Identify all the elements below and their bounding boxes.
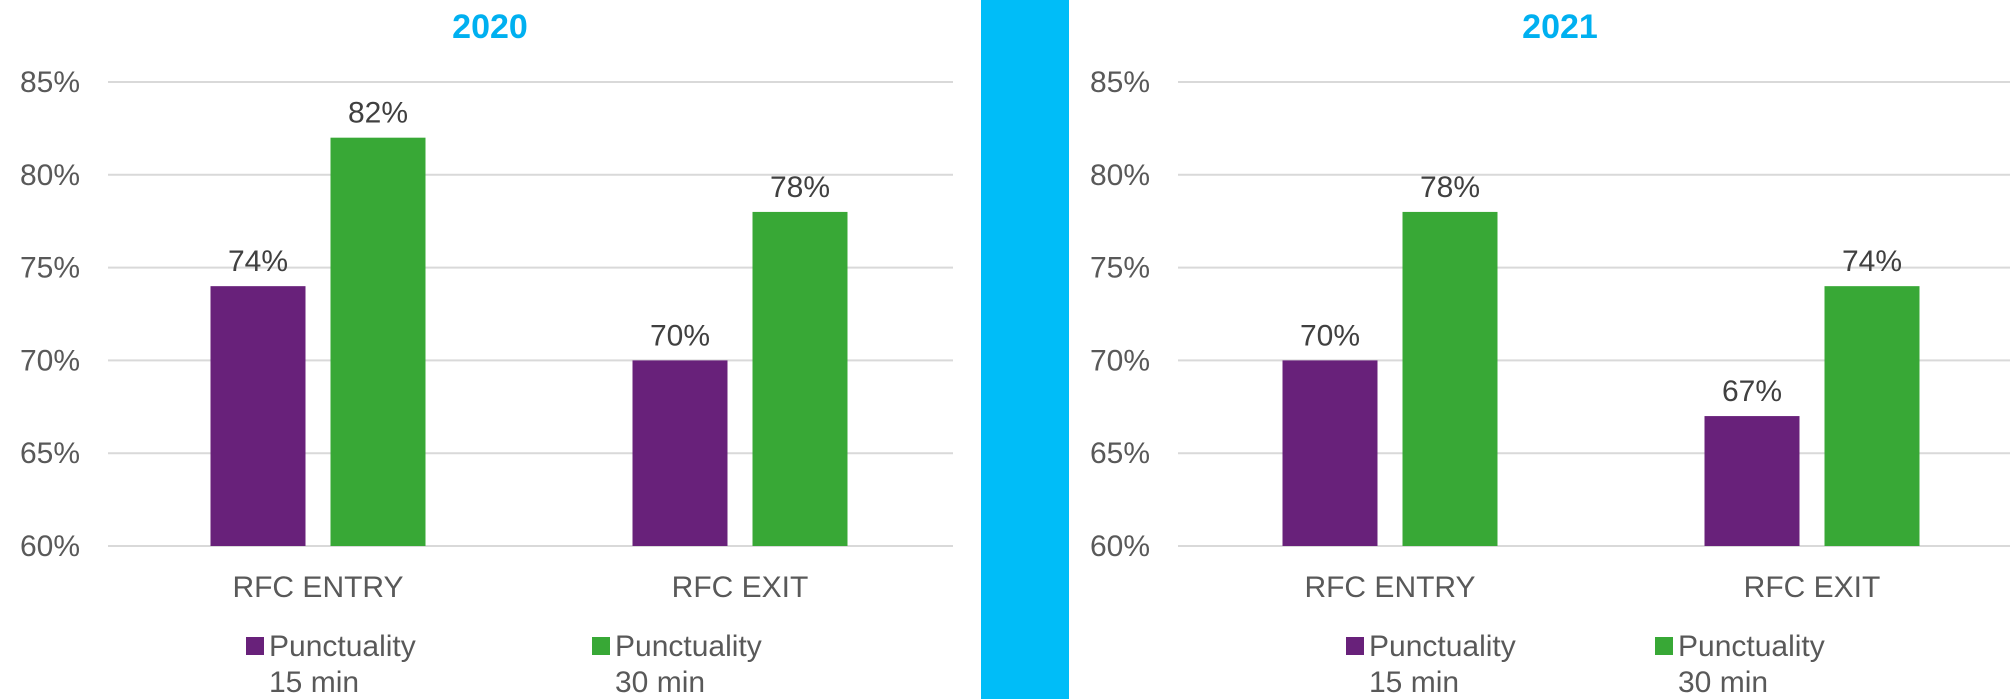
legend-label-line2: 15 min	[269, 666, 359, 699]
y-tick-label: 60%	[20, 530, 80, 563]
category-label: RFC EXIT	[1744, 571, 1881, 604]
y-tick-label: 65%	[1090, 437, 1150, 470]
legend-swatch	[246, 637, 264, 655]
y-tick-label: 85%	[1090, 66, 1150, 99]
y-tick-label: 75%	[1090, 252, 1150, 285]
legend-label-line1: Punctuality	[269, 630, 416, 663]
chart-2020: 2020 60% 65% 70% 75% 80% 85% 74% 82% RFC ENTRY 70%…	[20, 8, 953, 699]
legend-label-line2: 30 min	[1678, 666, 1768, 699]
legend-label-line2: 15 min	[1369, 666, 1459, 699]
data-label: 67%	[1722, 375, 1782, 408]
bar-punctuality-15-exit	[1704, 416, 1800, 546]
chart-2021: 2021 60% 65% 70% 75% 80% 85% 70% 78% RFC ENTRY 67%…	[1090, 8, 2010, 699]
y-tick-label: 75%	[20, 252, 80, 285]
y-tick-label: 65%	[20, 437, 80, 470]
data-label: 78%	[1420, 171, 1480, 204]
category-label: RFC EXIT	[672, 571, 809, 604]
y-tick-label: 85%	[20, 66, 80, 99]
legend-label-line2: 30 min	[615, 666, 705, 699]
bar-punctuality-30-exit	[752, 211, 848, 547]
legend-label-line1: Punctuality	[1678, 630, 1825, 663]
legend-label-line1: Punctuality	[1369, 630, 1516, 663]
data-label: 74%	[1842, 245, 1902, 278]
legend-swatch	[1655, 637, 1673, 655]
data-label: 82%	[348, 97, 408, 130]
y-tick-label: 70%	[20, 344, 80, 377]
category-label: RFC ENTRY	[1304, 571, 1475, 604]
bar-punctuality-15-entry	[210, 286, 306, 546]
chart-title: 2021	[1522, 8, 1598, 46]
legend-swatch	[1346, 637, 1364, 655]
y-tick-label: 80%	[20, 159, 80, 192]
data-label: 74%	[228, 245, 288, 278]
legend-label-line1: Punctuality	[615, 630, 762, 663]
bar-punctuality-15-entry	[1282, 360, 1378, 546]
bar-punctuality-30-exit	[1824, 286, 1920, 546]
y-tick-label: 60%	[1090, 530, 1150, 563]
panel-divider	[981, 0, 1069, 699]
legend-swatch	[592, 637, 610, 655]
data-label: 70%	[1300, 319, 1360, 352]
bar-punctuality-30-entry	[1402, 211, 1498, 547]
data-label: 70%	[650, 319, 710, 352]
y-tick-label: 80%	[1090, 159, 1150, 192]
chart-title: 2020	[452, 8, 528, 46]
bar-punctuality-15-exit	[632, 360, 728, 546]
category-label: RFC ENTRY	[232, 571, 403, 604]
y-tick-label: 70%	[1090, 344, 1150, 377]
bar-punctuality-30-entry	[330, 137, 426, 546]
data-label: 78%	[770, 171, 830, 204]
